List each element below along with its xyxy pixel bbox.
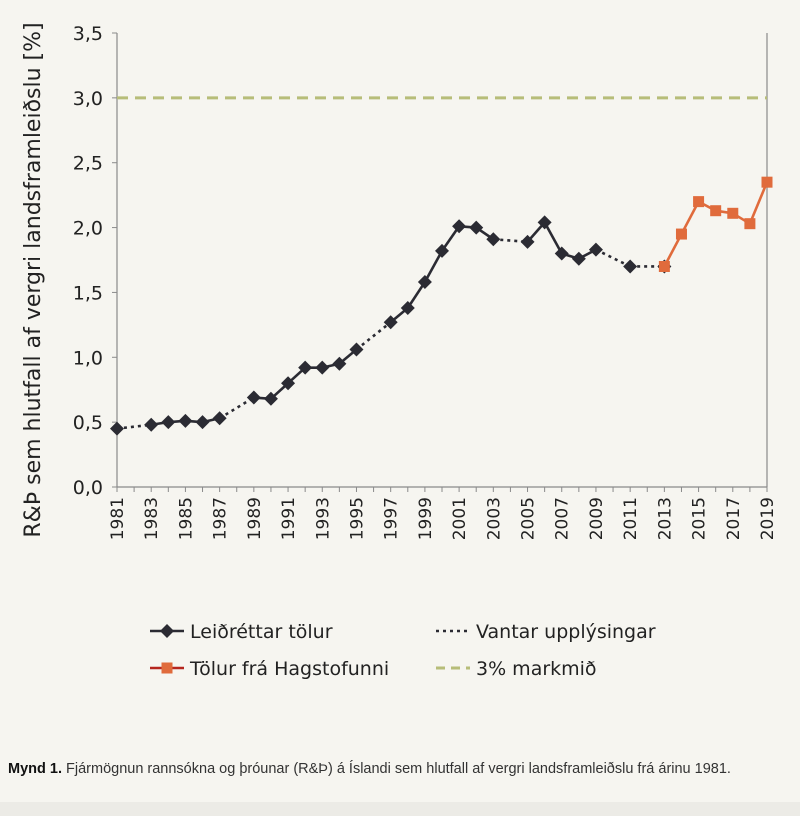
missing-data-segment (355, 321, 392, 351)
y-tick-label: 2,0 (73, 218, 103, 240)
legend-diamond-marker (160, 624, 174, 638)
legend-label: Tölur frá Hagstofunni (189, 658, 389, 680)
x-tick-label: 2019 (758, 497, 778, 540)
x-tick-label: 1991 (279, 497, 299, 540)
x-tick-label: 2017 (724, 497, 744, 540)
data-point-square (761, 176, 773, 188)
y-axis-title: R&Þ sem hlutfall af vergri landsframleið… (21, 22, 46, 537)
x-tick-label: 2005 (519, 497, 539, 540)
data-point-diamond (349, 342, 364, 357)
data-point-square (675, 228, 687, 240)
data-point-square (727, 207, 739, 219)
legend-label: Leiðréttar tölur (190, 621, 333, 643)
legend-label: Vantar upplýsingar (476, 621, 656, 643)
data-point-square (693, 196, 705, 208)
data-point-square (744, 218, 756, 230)
data-point-diamond (195, 415, 210, 430)
series-line-segment (406, 281, 426, 309)
x-tick-label: 1997 (382, 497, 402, 540)
data-point-diamond (263, 391, 278, 406)
x-tick-label: 2003 (484, 497, 504, 540)
legend-item: 3% markmið (436, 658, 597, 680)
missing-data-segment (218, 396, 255, 420)
y-tick-label: 3,0 (73, 88, 103, 110)
data-point-diamond (246, 390, 261, 405)
x-tick-label: 1981 (108, 497, 128, 540)
x-tick-label: 1993 (313, 497, 333, 540)
data-point-diamond (520, 234, 535, 249)
data-point-diamond (315, 360, 330, 375)
data-point-diamond (110, 421, 124, 436)
bottom-bar (0, 802, 800, 816)
x-tick-label: 1989 (245, 497, 265, 540)
data-point-diamond (400, 300, 415, 315)
data-point-diamond (571, 251, 586, 266)
y-tick-label: 2,5 (73, 153, 103, 175)
legend-square-marker (161, 662, 173, 674)
caption-text: Fjármögnun rannsókna og þróunar (R&Þ) á … (66, 761, 731, 777)
y-tick-label: 1,0 (73, 347, 103, 369)
x-tick-label: 2007 (553, 497, 573, 540)
x-tick-label: 2011 (621, 497, 641, 540)
data-point-diamond (537, 215, 552, 230)
data-point-diamond (298, 360, 313, 375)
x-tick-label: 2013 (655, 497, 675, 540)
x-tick-label: 2009 (587, 497, 607, 540)
legend-item: Leiðréttar tölur (150, 621, 333, 643)
x-tick-label: 1987 (211, 497, 231, 540)
missing-data-segment (595, 248, 631, 268)
data-point-square (710, 205, 722, 217)
data-point-diamond (452, 219, 467, 234)
data-point-diamond (435, 243, 449, 258)
legend-item: Vantar upplýsingar (436, 621, 656, 643)
data-point-diamond (623, 259, 638, 274)
data-point-diamond (383, 315, 398, 330)
x-tick-label: 1985 (176, 497, 196, 540)
data-point-diamond (469, 220, 484, 235)
x-tick-label: 1983 (142, 497, 162, 540)
series-line-segment (423, 250, 444, 283)
data-point-diamond (554, 246, 569, 261)
x-tick-label: 1999 (416, 497, 436, 540)
data-point-diamond (144, 417, 159, 432)
y-tick-label: 3,5 (73, 23, 103, 45)
legend-item: Tölur frá Hagstofunni (150, 658, 389, 680)
hagstofa-line-segment (748, 181, 769, 225)
y-tick-label: 0,5 (73, 412, 103, 434)
data-point-diamond (212, 411, 227, 426)
y-tick-label: 0,0 (73, 477, 103, 499)
series-line-segment (543, 221, 563, 255)
caption-label: Mynd 1. (8, 761, 62, 777)
x-tick-label: 1995 (347, 497, 367, 540)
figure-caption: Mynd 1. Fjármögnun rannsókna og þróunar … (8, 758, 792, 780)
data-point-diamond (161, 415, 176, 430)
data-point-diamond (588, 242, 603, 257)
data-point-diamond (417, 275, 432, 290)
x-tick-label: 2001 (450, 497, 470, 540)
y-tick-label: 1,5 (73, 282, 103, 304)
legend-label: 3% markmið (476, 658, 597, 680)
data-point-diamond (486, 232, 501, 247)
data-point-diamond (178, 413, 193, 428)
x-tick-label: 2015 (690, 497, 710, 540)
chart: 0,0 0,5 1,0 1,5 2,0 2,5 3,0 3,5 1981 1983 1985 1987… (21, 22, 778, 680)
data-point-diamond (332, 356, 347, 371)
data-point-square (658, 260, 670, 272)
data-point-diamond (281, 376, 296, 391)
